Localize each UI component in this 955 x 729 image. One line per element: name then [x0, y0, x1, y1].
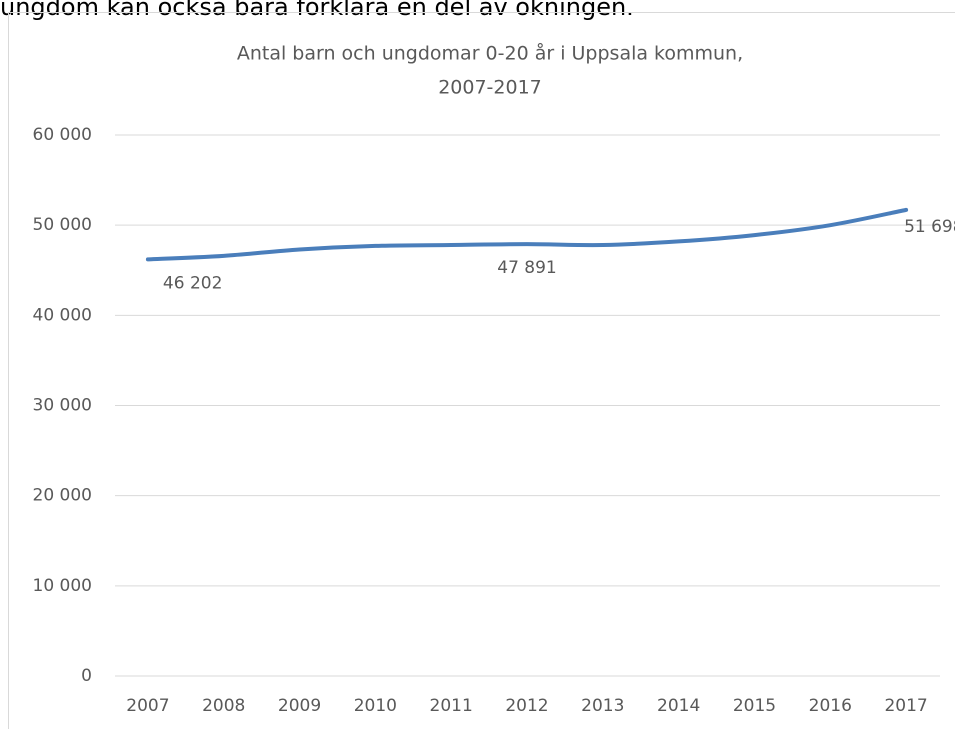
- data-label: 51 698: [904, 217, 955, 237]
- y-tick-label: 40 000: [33, 305, 92, 325]
- chart-title: 2007-2017: [438, 77, 542, 99]
- y-tick-label: 0: [81, 666, 92, 686]
- data-label: 47 891: [497, 258, 556, 278]
- y-tick-label: 50 000: [33, 215, 92, 235]
- x-tick-label: 2010: [354, 696, 397, 716]
- x-tick-label: 2015: [733, 696, 776, 716]
- x-tick-label: 2012: [505, 696, 548, 716]
- x-tick-label: 2013: [581, 696, 624, 716]
- x-tick-label: 2009: [278, 696, 321, 716]
- data-line: [145, 207, 909, 262]
- x-tick-label: 2014: [657, 696, 700, 716]
- chart-title: Antal barn och ungdomar 0-20 år i Uppsal…: [237, 42, 743, 65]
- y-tick-label: 30 000: [33, 396, 92, 416]
- chart-border: [8, 12, 955, 729]
- y-tick-label: 60 000: [33, 125, 92, 145]
- y-tick-label: 10 000: [33, 576, 92, 596]
- y-tick-label: 20 000: [33, 486, 92, 506]
- x-tick-label: 2008: [202, 696, 245, 716]
- x-tick-label: 2011: [430, 696, 473, 716]
- x-tick-label: 2007: [126, 696, 169, 716]
- x-tick-label: 2016: [809, 696, 852, 716]
- data-label: 46 202: [163, 273, 222, 293]
- x-tick-label: 2017: [884, 696, 927, 716]
- intro-text: ungdom kan också bara förklara en del av…: [0, 0, 634, 21]
